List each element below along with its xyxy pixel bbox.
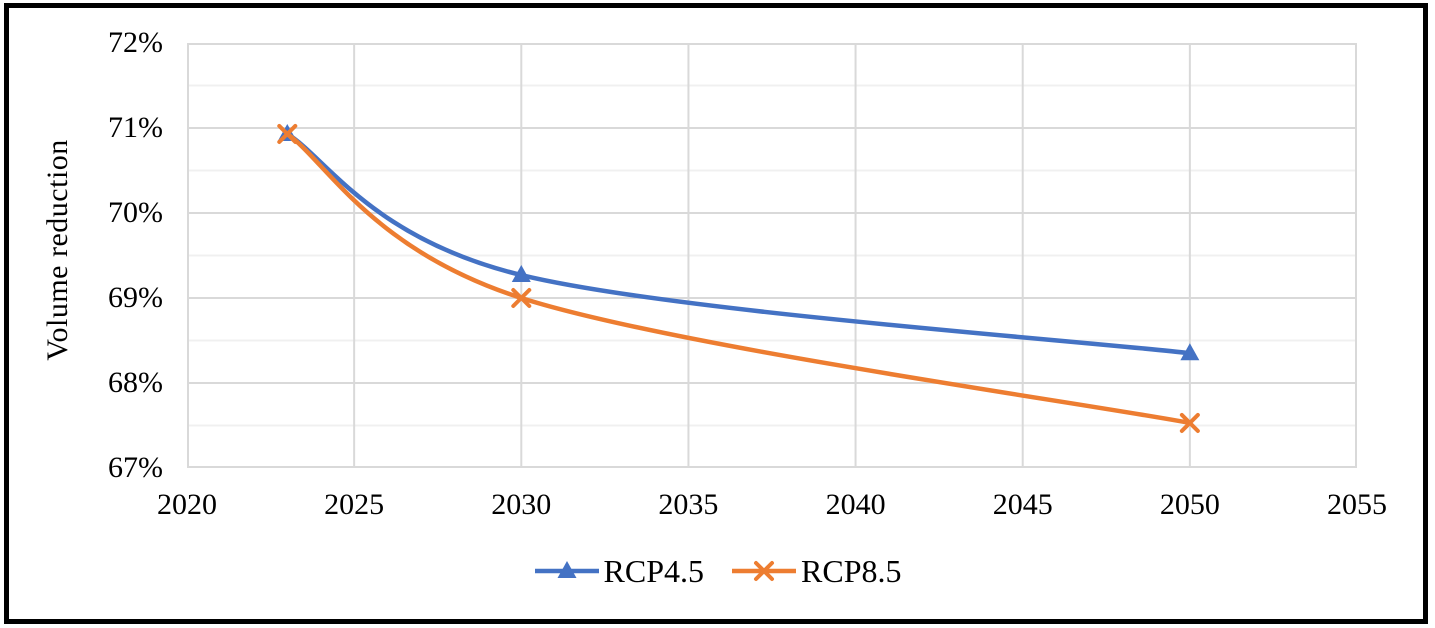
x-tick-label: 2025	[324, 488, 385, 521]
y-tick-label: 72%	[108, 26, 163, 59]
x-tick-label: 2055	[1327, 488, 1387, 521]
y-tick-label: 71%	[108, 111, 163, 144]
x-tick-label: 2020	[157, 488, 217, 521]
legend-item-rcp85: RCP8.5	[731, 553, 901, 590]
rcp85-line-x-marker-icon	[732, 561, 796, 581]
legend-label-rcp45: RCP4.5	[603, 552, 704, 589]
y-tick-label: 68%	[108, 366, 163, 399]
x-tick-label: 2030	[491, 488, 552, 521]
x-tick-label: 2035	[658, 488, 719, 521]
x-tick-label: 2040	[825, 488, 886, 521]
legend-label-rcp85: RCP8.5	[801, 552, 902, 589]
y-axis-tick-labels: 72% 71% 70% 69% 68% 67%	[40, 25, 163, 486]
y-tick-label: 70%	[108, 196, 163, 229]
rcp45-line-triangle-marker-icon	[534, 561, 599, 578]
legend: RCP4.5 RCP8.5	[0, 550, 1435, 592]
y-tick-label: 67%	[108, 451, 163, 484]
x-tick-label: 2045	[992, 488, 1053, 521]
x-axis-tick-labels: 2020 2025 2030 2035 2040 2045 2050 2055	[157, 487, 1387, 523]
x-tick-label: 2050	[1159, 488, 1220, 521]
y-tick-label: 69%	[108, 281, 163, 314]
legend-item-rcp45: RCP4.5	[534, 553, 704, 590]
plot-area	[187, 43, 1357, 468]
